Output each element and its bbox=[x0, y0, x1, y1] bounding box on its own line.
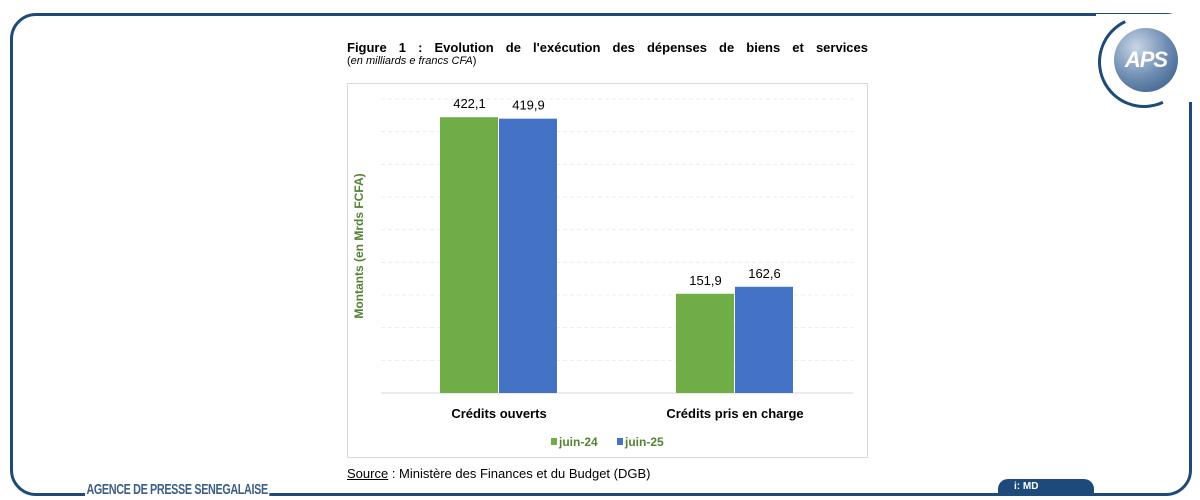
data-label: 422,1 bbox=[453, 96, 486, 111]
subtitle-text: en milliards e francs CFA bbox=[350, 55, 473, 67]
y-axis-label: Montants (en Mrds FCFA) bbox=[352, 173, 366, 318]
x-tick-label: Crédits pris en charge bbox=[666, 406, 803, 421]
data-label: 419,9 bbox=[512, 98, 545, 113]
bar-juin-25 bbox=[735, 286, 793, 393]
source-label: Source bbox=[347, 466, 389, 481]
legend-swatch-juin-25 bbox=[617, 438, 623, 445]
source-text: : Ministère des Finances et du Budget (D… bbox=[388, 466, 651, 481]
bar-chart: 422,1 419,9 Crédits ouverts 151,9 162,6 Crédi… bbox=[352, 96, 853, 449]
chart-area: 422,1 419,9 Crédits ouverts 151,9 162,6 Crédi… bbox=[347, 83, 868, 458]
data-label: 151,9 bbox=[689, 273, 722, 288]
credit-tab: i: MD bbox=[998, 479, 1094, 495]
chart-title: Figure 1 : Evolution de l'exécution des … bbox=[347, 40, 868, 55]
bar-juin-25 bbox=[499, 118, 557, 393]
legend-label: juin-25 bbox=[624, 435, 664, 449]
legend-label: juin-24 bbox=[558, 435, 598, 449]
x-tick-label: Crédits ouverts bbox=[451, 406, 546, 421]
aps-logo: APS bbox=[1114, 28, 1178, 92]
agency-name: AGENCE DE PRESSE SENEGALAISE bbox=[85, 481, 270, 498]
data-label: 162,6 bbox=[748, 266, 781, 281]
page-frame bbox=[10, 13, 1192, 496]
bar-juin-24 bbox=[440, 117, 498, 393]
legend-swatch-juin-24 bbox=[551, 438, 557, 445]
bar-juin-24 bbox=[676, 293, 734, 393]
chart-subtitle: (en milliards e francs CFA) bbox=[347, 55, 477, 67]
source-note: Source : Ministère des Finances et du Bu… bbox=[347, 466, 651, 481]
